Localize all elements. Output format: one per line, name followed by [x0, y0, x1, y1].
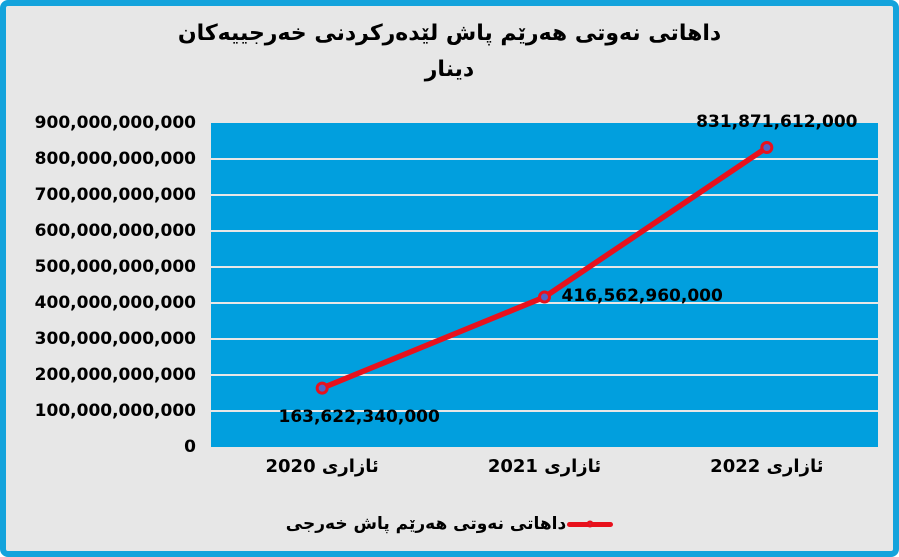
x-tick-label: ئازاری 2022 — [710, 456, 824, 477]
legend: داهاتی نەوتی هەرێم پاش خەرجی — [6, 507, 893, 541]
chart-title-line1: داهاتی نەوتی هەرێم پاش لێدەرکردنی خەرجیی… — [177, 21, 722, 46]
x-tick-label: ئازاری 2021 — [487, 456, 602, 477]
x-axis: ئازاری 2020 ئازاری 2021 ئازاری 2022 — [211, 455, 878, 483]
legend-label: داهاتی نەوتی هەرێم پاش خەرجی — [285, 514, 567, 534]
y-tick-label: 900,000,000,000 — [34, 113, 196, 133]
y-tick-label: 100,000,000,000 — [34, 401, 196, 421]
data-point-marker — [315, 381, 329, 395]
y-tick-label: 500,000,000,000 — [34, 257, 196, 277]
plot-area — [211, 123, 878, 447]
line-chart-svg — [211, 141, 878, 412]
x-tick-label: ئازاری 2020 — [265, 456, 379, 477]
legend-point-icon — [586, 520, 594, 528]
chart-title-line2: دینار — [424, 57, 475, 82]
y-tick-label: 400,000,000,000 — [34, 293, 196, 313]
data-point-marker — [538, 290, 551, 304]
chart-title: داهاتی نەوتی هەرێم پاش لێدەرکردنی خەرجیی… — [6, 16, 893, 88]
data-point-marker — [760, 141, 774, 155]
y-tick-label: 0 — [184, 437, 196, 457]
y-tick-label: 200,000,000,000 — [34, 365, 196, 385]
y-tick-label: 300,000,000,000 — [34, 329, 196, 349]
y-tick-label: 800,000,000,000 — [34, 149, 196, 169]
y-axis: 0 100,000,000,000 200,000,000,000 300,000,0… — [6, 6, 196, 551]
y-tick-label: 700,000,000,000 — [34, 185, 196, 205]
legend-line-marker-icon — [567, 520, 614, 528]
y-tick-label: 600,000,000,000 — [34, 221, 196, 241]
